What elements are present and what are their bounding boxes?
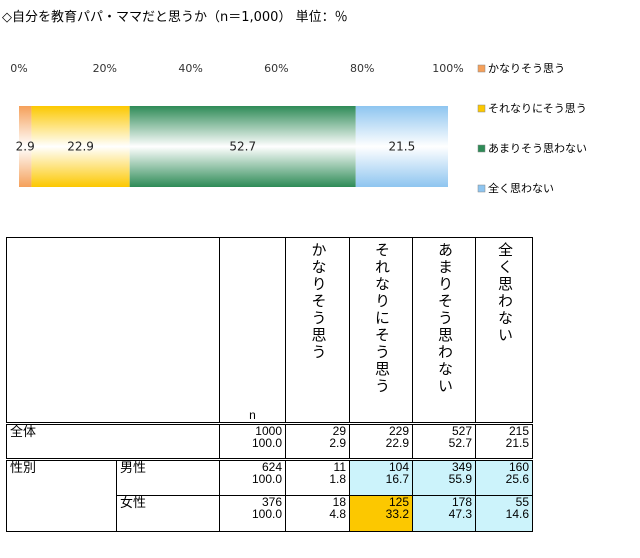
x-tick-label: 100% — [432, 62, 463, 75]
cell-value: 125 33.2 — [349, 495, 413, 532]
chart-title: ◇自分を教育パパ・ママだと思うか（n＝1,000） 単位：％ — [2, 10, 348, 25]
data-labels: 2.9 22.9 52.7 21.5 — [16, 140, 416, 154]
cell-value: 349 55.9 — [412, 459, 476, 496]
cell-value: 55 14.6 — [475, 495, 533, 532]
header-col-4: 全く思わない — [475, 237, 533, 425]
cell-n: 624 100.0 — [219, 459, 286, 496]
cell-value: 178 47.3 — [412, 495, 476, 532]
table-row: 性別 男性 624 100.0 11 1.8 104 16.7 349 55.9 160… — [6, 459, 533, 532]
x-tick-label: 40% — [178, 62, 202, 75]
cell-value: 11 1.8 — [285, 459, 350, 496]
table-row: 女性 376 100.0 18 4.8 125 33.2 178 47.3 55 14.6 — [7, 495, 533, 532]
legend-label: あまりそう思わない — [488, 142, 587, 155]
stacked-bar-chart: 0% 20% 40% 60% 80% 100% 2.9 22.9 52.7 21.5 かなりそう… — [10, 62, 587, 195]
x-tick-label: 20% — [93, 62, 117, 75]
bar-segment — [355, 106, 448, 187]
legend-swatch — [477, 184, 486, 193]
legend-label: 全く思わない — [488, 181, 554, 195]
x-tick-label: 60% — [264, 62, 288, 75]
bar-segments — [19, 106, 448, 187]
legend-label: それなりにそう思う — [488, 102, 587, 115]
header-n: n — [219, 237, 286, 425]
legend-label: かなりそう思う — [488, 62, 565, 75]
cell-n: 1000 100.0 — [219, 423, 286, 461]
header-col-1: かなりそう思う — [285, 237, 350, 425]
cross-tab-table: n かなりそう思う それなりにそう思う あまりそう思わない 全く思わない 全体 … — [6, 237, 533, 532]
row-label-total: 全体 — [6, 423, 220, 461]
row-label-male: 男性 — [116, 459, 220, 496]
legend-swatch — [477, 64, 486, 73]
cell-value: 18 4.8 — [285, 495, 350, 532]
cell-value: 160 25.6 — [475, 459, 533, 496]
data-label: 21.5 — [389, 140, 416, 154]
cell-value: 527 52.7 — [412, 423, 476, 461]
header-col-2: それなりにそう思う — [349, 237, 413, 425]
row-label-gender: 性別 — [6, 459, 117, 532]
table-row: 全体 1000 100.0 29 2.9 229 22.9 527 52.7 215 21… — [6, 423, 533, 461]
x-axis-ticks: 0% 20% 40% 60% 80% 100% — [10, 62, 463, 75]
bar-segment — [129, 106, 356, 187]
row-label-female: 女性 — [116, 495, 220, 532]
cell-n: 376 100.0 — [219, 495, 286, 532]
legend-swatch — [477, 104, 486, 113]
legend-swatch — [477, 144, 486, 153]
cell-value: 229 22.9 — [349, 423, 413, 461]
bar-segment — [31, 106, 130, 187]
header-corner — [6, 237, 220, 425]
data-label: 22.9 — [67, 140, 94, 154]
x-tick-label: 80% — [350, 62, 374, 75]
data-label: 52.7 — [229, 140, 256, 154]
bar-segment — [19, 106, 32, 187]
cell-value: 104 16.7 — [349, 459, 413, 496]
cell-value: 215 21.5 — [475, 423, 533, 461]
x-tick-label: 0% — [10, 62, 27, 75]
header-col-3: あまりそう思わない — [412, 237, 476, 425]
cell-value: 29 2.9 — [285, 423, 350, 461]
data-label: 2.9 — [16, 140, 35, 154]
